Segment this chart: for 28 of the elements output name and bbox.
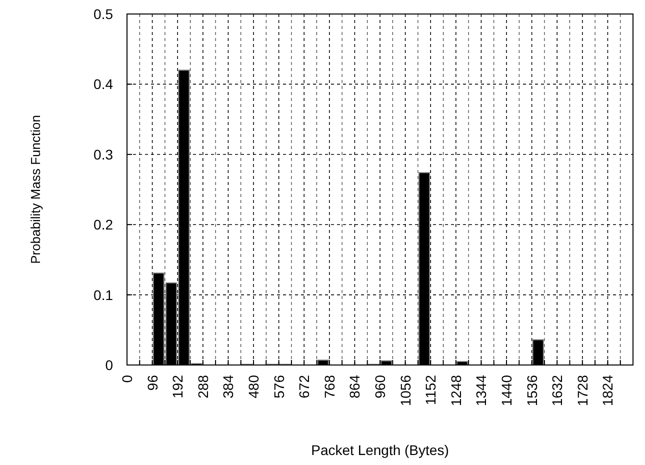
x-tick-label: 480 (246, 374, 262, 398)
x-tick-label: 960 (372, 374, 388, 398)
x-tick-label: 1824 (600, 374, 616, 406)
x-tick-label: 864 (346, 374, 363, 398)
x-tick-label: 1344 (473, 374, 490, 406)
x-tick-label: 1536 (524, 374, 540, 406)
x-tick-label: 576 (270, 374, 287, 398)
x-tick-label: 1056 (397, 374, 414, 406)
y-tick-label: 0 (105, 357, 114, 373)
y-axis-title: Probability Mass Function (28, 115, 43, 264)
x-tick-label: 672 (296, 374, 312, 398)
x-tick-label: 288 (194, 374, 211, 398)
x-tick-label: 768 (321, 374, 338, 398)
x-tick-label: 1440 (498, 374, 514, 406)
x-tick-label: 192 (170, 374, 186, 398)
x-axis-title: Packet Length (Bytes) (311, 442, 449, 458)
y-tick-label: 0.3 (94, 146, 114, 162)
y-tick-label: 0.4 (94, 76, 114, 92)
y-tick-label: 0.1 (94, 286, 114, 303)
x-tick-label: 1248 (448, 374, 464, 406)
y-tick-label: 0.5 (94, 6, 114, 22)
x-tick-label: 1152 (422, 374, 439, 406)
x-tick-label: 1728 (574, 374, 590, 406)
x-tick-label: 1632 (549, 374, 566, 406)
x-tick-label: 96 (144, 374, 160, 391)
x-tick-label: 0 (119, 374, 135, 383)
x-tick-label: 384 (220, 374, 236, 398)
y-tick-label: 0.2 (94, 216, 114, 233)
